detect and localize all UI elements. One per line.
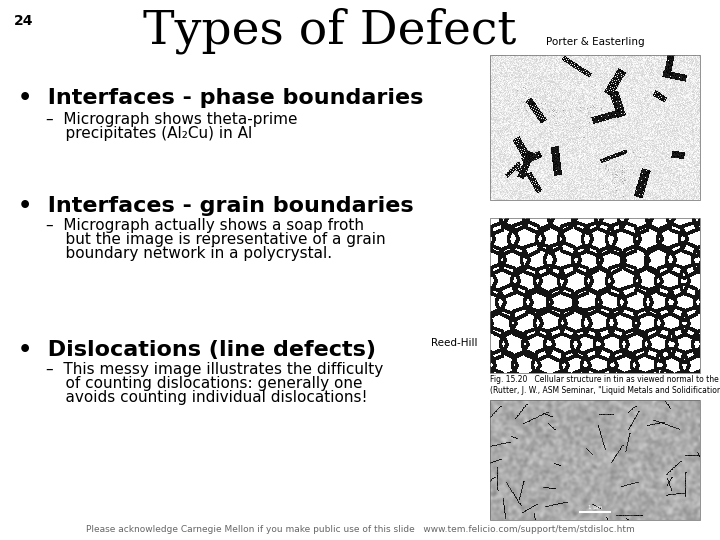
Text: –  Micrograph shows theta-prime: – Micrograph shows theta-prime xyxy=(46,112,297,127)
Bar xyxy=(490,400,700,520)
Text: but the image is representative of a grain: but the image is representative of a gra… xyxy=(46,232,386,247)
Text: 1 μm: 1 μm xyxy=(588,505,602,510)
Text: •  Interfaces - grain boundaries: • Interfaces - grain boundaries xyxy=(18,196,413,216)
Text: of counting dislocations: generally one: of counting dislocations: generally one xyxy=(46,376,362,391)
Text: Types of Defect: Types of Defect xyxy=(143,8,517,55)
Text: •  Dislocations (line defects): • Dislocations (line defects) xyxy=(18,340,376,360)
Text: –  Micrograph actually shows a soap froth: – Micrograph actually shows a soap froth xyxy=(46,218,364,233)
Text: Porter & Easterling: Porter & Easterling xyxy=(546,37,644,47)
Text: boundary network in a polycrystal.: boundary network in a polycrystal. xyxy=(46,246,332,261)
Text: precipitates (Al₂Cu) in Al: precipitates (Al₂Cu) in Al xyxy=(46,126,252,141)
Text: Fig. 15.20   Cellular structure in tin as viewed normal to the interface, 1000 x: Fig. 15.20 Cellular structure in tin as … xyxy=(490,375,720,395)
Text: 24: 24 xyxy=(14,14,34,28)
Text: –  This messy image illustrates the difficulty: – This messy image illustrates the diffi… xyxy=(46,362,383,377)
Bar xyxy=(490,218,700,373)
Text: avoids counting individual dislocations!: avoids counting individual dislocations! xyxy=(46,390,367,405)
Text: Reed-Hill: Reed-Hill xyxy=(431,338,478,348)
Bar xyxy=(490,55,700,200)
Text: Please acknowledge Carnegie Mellon if you make public use of this slide   www.te: Please acknowledge Carnegie Mellon if yo… xyxy=(86,525,634,534)
Text: •  Interfaces - phase boundaries: • Interfaces - phase boundaries xyxy=(18,88,423,108)
